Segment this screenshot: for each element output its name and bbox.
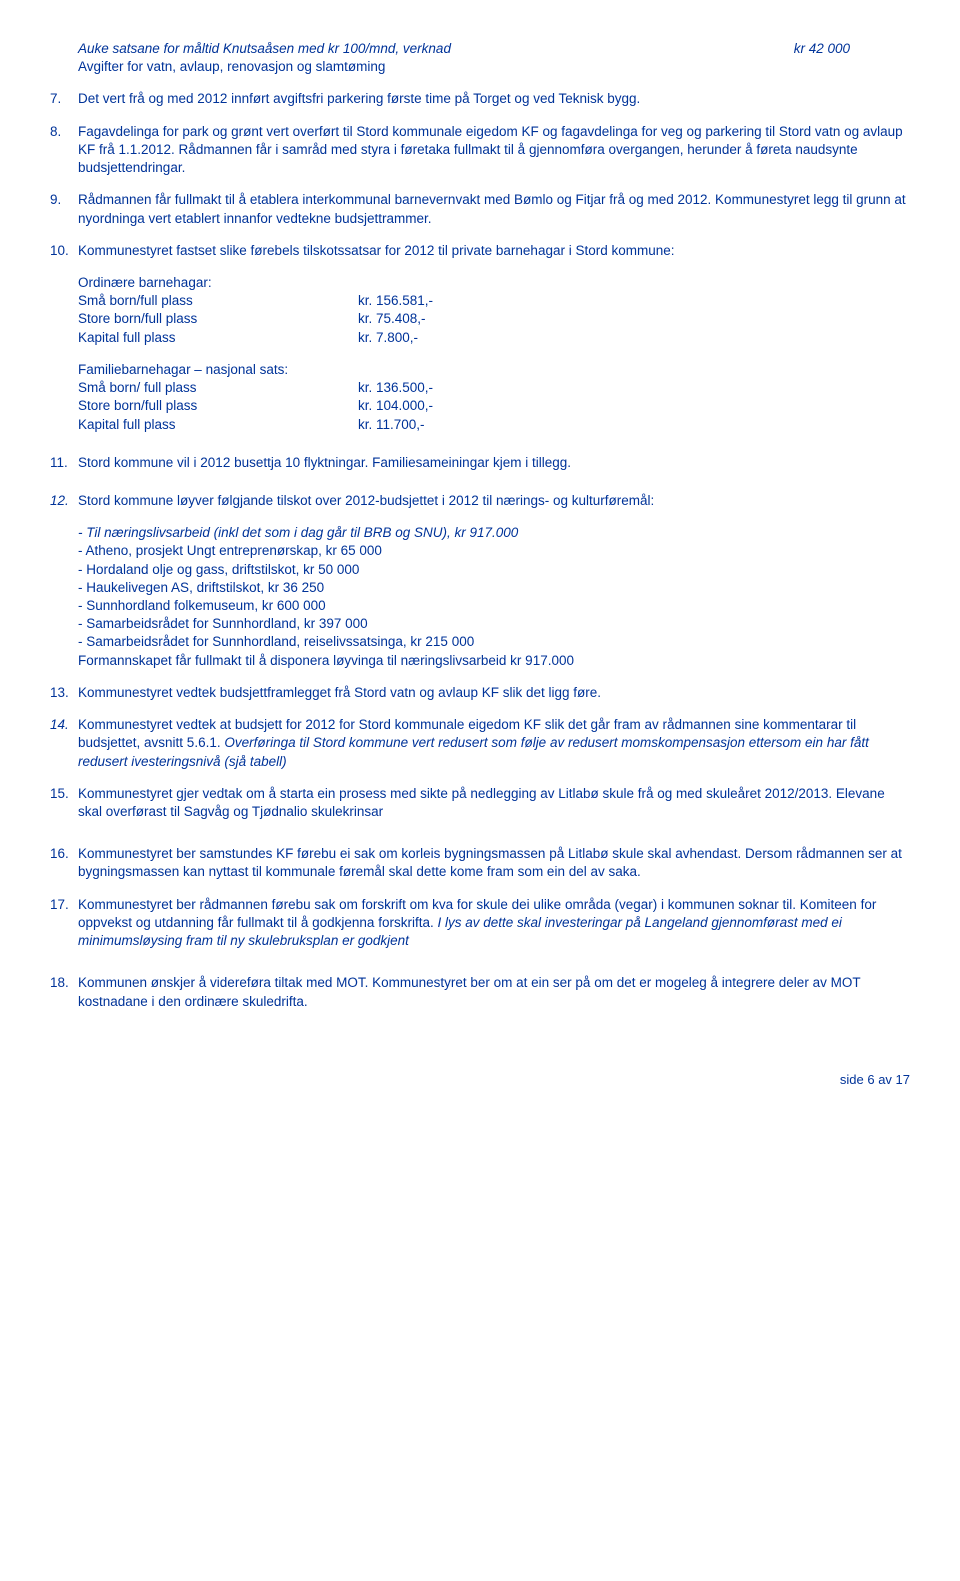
sub-line: - Atheno, prosjekt Ungt entreprenørskap,…	[78, 542, 910, 560]
sub-line: - Samarbeidsrådet for Sunnhordland, kr 3…	[78, 615, 910, 633]
item-12-sublist: - Til næringslivsarbeid (inkl det som i …	[78, 524, 910, 670]
kr-label: Små born/ full plass	[78, 379, 358, 397]
page-footer: side 6 av 17	[50, 1071, 910, 1089]
kr-row: Store born/full plass kr. 104.000,-	[78, 397, 910, 415]
item-12: 12. Stord kommune løyver følgjande tilsk…	[50, 492, 910, 510]
item-num: 15.	[50, 785, 78, 821]
item-body: Kommunestyret ber rådmannen førebu sak o…	[78, 896, 910, 951]
kr-value: kr. 11.700,-	[358, 416, 425, 434]
kr-row: Kapital full plass kr. 11.700,-	[78, 416, 910, 434]
item-13: 13. Kommunestyret vedtek budsjettframleg…	[50, 684, 910, 702]
kr-row: Små born/ full plass kr. 136.500,-	[78, 379, 910, 397]
kr-label: Store born/full plass	[78, 397, 358, 415]
item-body: Kommunestyret gjer vedtak om å starta ei…	[78, 785, 910, 821]
item-num: 12.	[50, 492, 78, 510]
kr-value: kr. 136.500,-	[358, 379, 433, 397]
kr-row: Store born/full plass kr. 75.408,-	[78, 310, 910, 328]
item-num: 8.	[50, 123, 78, 178]
sub-line: - Hordaland olje og gass, driftstilskot,…	[78, 561, 910, 579]
sub-line: - Samarbeidsrådet for Sunnhordland, reis…	[78, 633, 910, 651]
item-10: 10. Kommunestyret fastset slike førebels…	[50, 242, 910, 260]
kr-label: Kapital full plass	[78, 416, 358, 434]
item-num: 18.	[50, 974, 78, 1010]
item-num: 7.	[50, 90, 78, 108]
item-11: 11. Stord kommune vil i 2012 busettja 10…	[50, 454, 910, 472]
top-line-2: Avgifter for vatn, avlaup, renovasjon og…	[78, 58, 910, 76]
top-line-1: Auke satsane for måltid Knutsaåsen med k…	[78, 40, 910, 58]
item-16: 16. Kommunestyret ber samstundes KF føre…	[50, 845, 910, 881]
kr-value: kr. 156.581,-	[358, 292, 433, 310]
item-17: 17. Kommunestyret ber rådmannen førebu s…	[50, 896, 910, 951]
item-num: 14.	[50, 716, 78, 771]
kr-row: Kapital full plass kr. 7.800,-	[78, 329, 910, 347]
item-num: 9.	[50, 191, 78, 227]
item-body: Kommunestyret fastset slike førebels til…	[78, 242, 910, 260]
sub-line: - Haukelivegen AS, driftstilskot, kr 36 …	[78, 579, 910, 597]
kr-value: kr. 75.408,-	[358, 310, 426, 328]
item-body: Fagavdelinga for park og grønt vert over…	[78, 123, 910, 178]
item-num: 11.	[50, 454, 78, 472]
top-line-1-right: kr 42 000	[794, 40, 910, 58]
item-18: 18. Kommunen ønskjer å videreføra tiltak…	[50, 974, 910, 1010]
item-body: Stord kommune løyver følgjande tilskot o…	[78, 492, 910, 510]
block2-title: Familiebarnehagar – nasjonal sats:	[78, 361, 910, 379]
kr-label: Kapital full plass	[78, 329, 358, 347]
sub-line: Formannskapet får fullmakt til å dispone…	[78, 652, 910, 670]
top-block: Auke satsane for måltid Knutsaåsen med k…	[78, 40, 910, 76]
item-10-block2: Familiebarnehagar – nasjonal sats: Små b…	[78, 361, 910, 434]
kr-row: Små born/full plass kr. 156.581,-	[78, 292, 910, 310]
item-8: 8. Fagavdelinga for park og grønt vert o…	[50, 123, 910, 178]
sub-line: - Sunnhordland folkemuseum, kr 600 000	[78, 597, 910, 615]
top-line-1-left: Auke satsane for måltid Knutsaåsen med k…	[78, 40, 794, 58]
block1-title: Ordinære barnehagar:	[78, 274, 910, 292]
kr-label: Store born/full plass	[78, 310, 358, 328]
kr-label: Små born/full plass	[78, 292, 358, 310]
kr-value: kr. 104.000,-	[358, 397, 433, 415]
item-body: Kommunen ønskjer å videreføra tiltak med…	[78, 974, 910, 1010]
item-7: 7. Det vert frå og med 2012 innført avgi…	[50, 90, 910, 108]
sub-line-italic: - Til næringslivsarbeid (inkl det som i …	[78, 524, 910, 542]
item-num: 13.	[50, 684, 78, 702]
item-15: 15. Kommunestyret gjer vedtak om å start…	[50, 785, 910, 821]
item-body: Kommunestyret vedtek budsjettframlegget …	[78, 684, 910, 702]
item-num: 17.	[50, 896, 78, 951]
item-num: 16.	[50, 845, 78, 881]
item-body: Rådmannen får fullmakt til å etablera in…	[78, 191, 910, 227]
item-10-block1: Ordinære barnehagar: Små born/full plass…	[78, 274, 910, 347]
item-body: Kommunestyret vedtek at budsjett for 201…	[78, 716, 910, 771]
item-9: 9. Rådmannen får fullmakt til å etablera…	[50, 191, 910, 227]
item-body: Stord kommune vil i 2012 busettja 10 fly…	[78, 454, 910, 472]
item-body: Det vert frå og med 2012 innført avgifts…	[78, 90, 910, 108]
item-body: Kommunestyret ber samstundes KF førebu e…	[78, 845, 910, 881]
item-14: 14. Kommunestyret vedtek at budsjett for…	[50, 716, 910, 771]
kr-value: kr. 7.800,-	[358, 329, 418, 347]
item-num: 10.	[50, 242, 78, 260]
